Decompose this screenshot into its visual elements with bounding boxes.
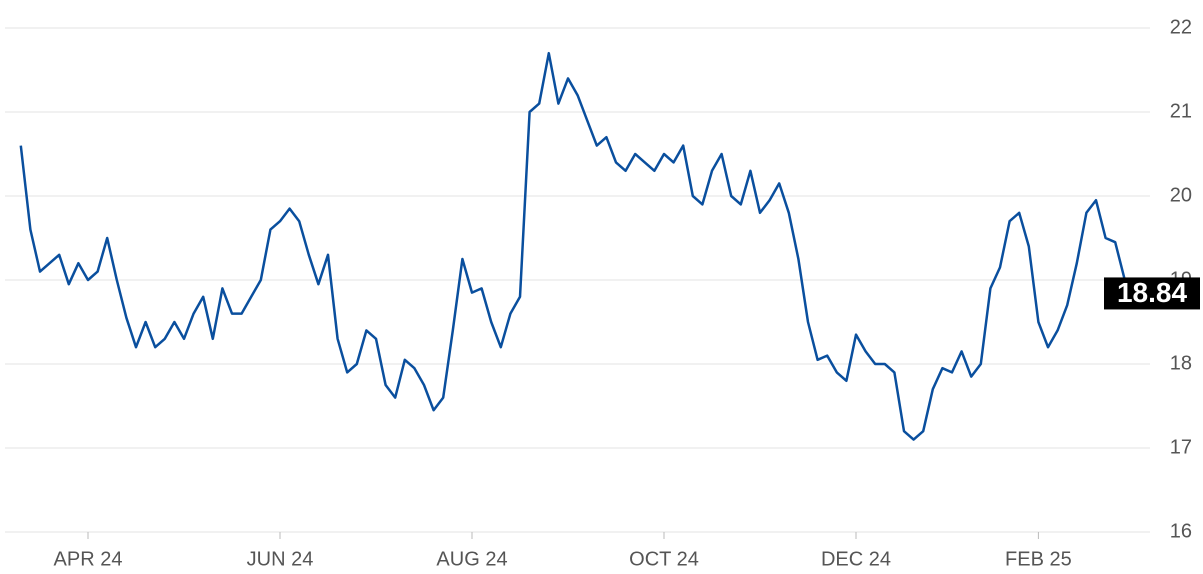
x-tick-label: FEB 25 bbox=[1005, 548, 1072, 570]
y-tick-label: 16 bbox=[1170, 520, 1192, 542]
y-tick-label: 22 bbox=[1170, 16, 1192, 38]
x-tick-label: APR 24 bbox=[54, 548, 123, 570]
last-value-badge bbox=[1104, 277, 1200, 310]
x-tick-label: OCT 24 bbox=[629, 548, 699, 570]
x-tick-label: AUG 24 bbox=[436, 548, 507, 570]
y-tick-label: 21 bbox=[1170, 100, 1192, 122]
last-value-label: 18.84 bbox=[1117, 277, 1187, 308]
price-line bbox=[19, 51, 1145, 441]
y-tick-label: 20 bbox=[1170, 184, 1192, 206]
y-tick-label: 18 bbox=[1170, 352, 1192, 374]
x-tick-label: DEC 24 bbox=[821, 548, 891, 570]
x-tick-label: JUN 24 bbox=[247, 548, 314, 570]
y-tick-label: 17 bbox=[1170, 436, 1192, 458]
